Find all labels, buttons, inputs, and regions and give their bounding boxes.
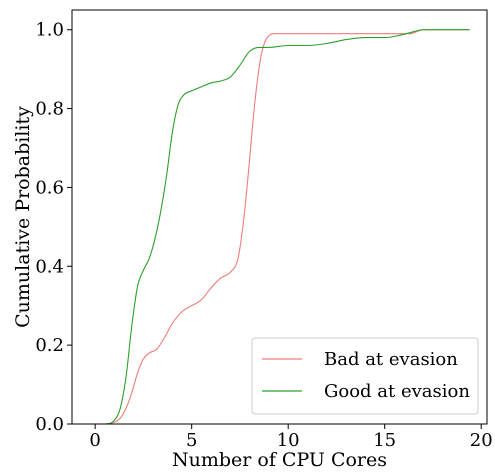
- ticks-layer: 0 5 10 15 20 0.0 0.2 0.4 0.6 0.8 1.0: [35, 20, 492, 451]
- y-tick-label: 0.0: [35, 414, 64, 435]
- y-tick-label: 0.8: [35, 99, 64, 120]
- y-tick-label: 0.6: [35, 177, 64, 198]
- axes-frame: [71, 9, 488, 425]
- legend-label-good-at-evasion: Good at evasion: [324, 381, 470, 402]
- y-tick-label: 1.0: [35, 20, 64, 41]
- series-layer: [95, 29, 470, 425]
- x-axis-label: Number of CPU Cores: [172, 449, 387, 470]
- x-tick-label: 10: [277, 430, 300, 451]
- x-tick-label: 20: [470, 430, 493, 451]
- legend: Bad at evasion Good at evasion: [251, 337, 479, 415]
- series-line-bad-at-evasion: [95, 29, 470, 425]
- x-tick-label: 15: [373, 430, 396, 451]
- x-tick-label: 0: [89, 430, 100, 451]
- y-tick-label: 0.2: [35, 335, 64, 356]
- series-line-good-at-evasion: [95, 29, 470, 425]
- y-tick-label: 0.4: [35, 256, 64, 277]
- x-tick-label: 5: [186, 430, 197, 451]
- y-axis-label: Cumulative Probability: [12, 106, 34, 328]
- legend-label-bad-at-evasion: Bad at evasion: [324, 349, 458, 370]
- legend-box: [251, 337, 479, 415]
